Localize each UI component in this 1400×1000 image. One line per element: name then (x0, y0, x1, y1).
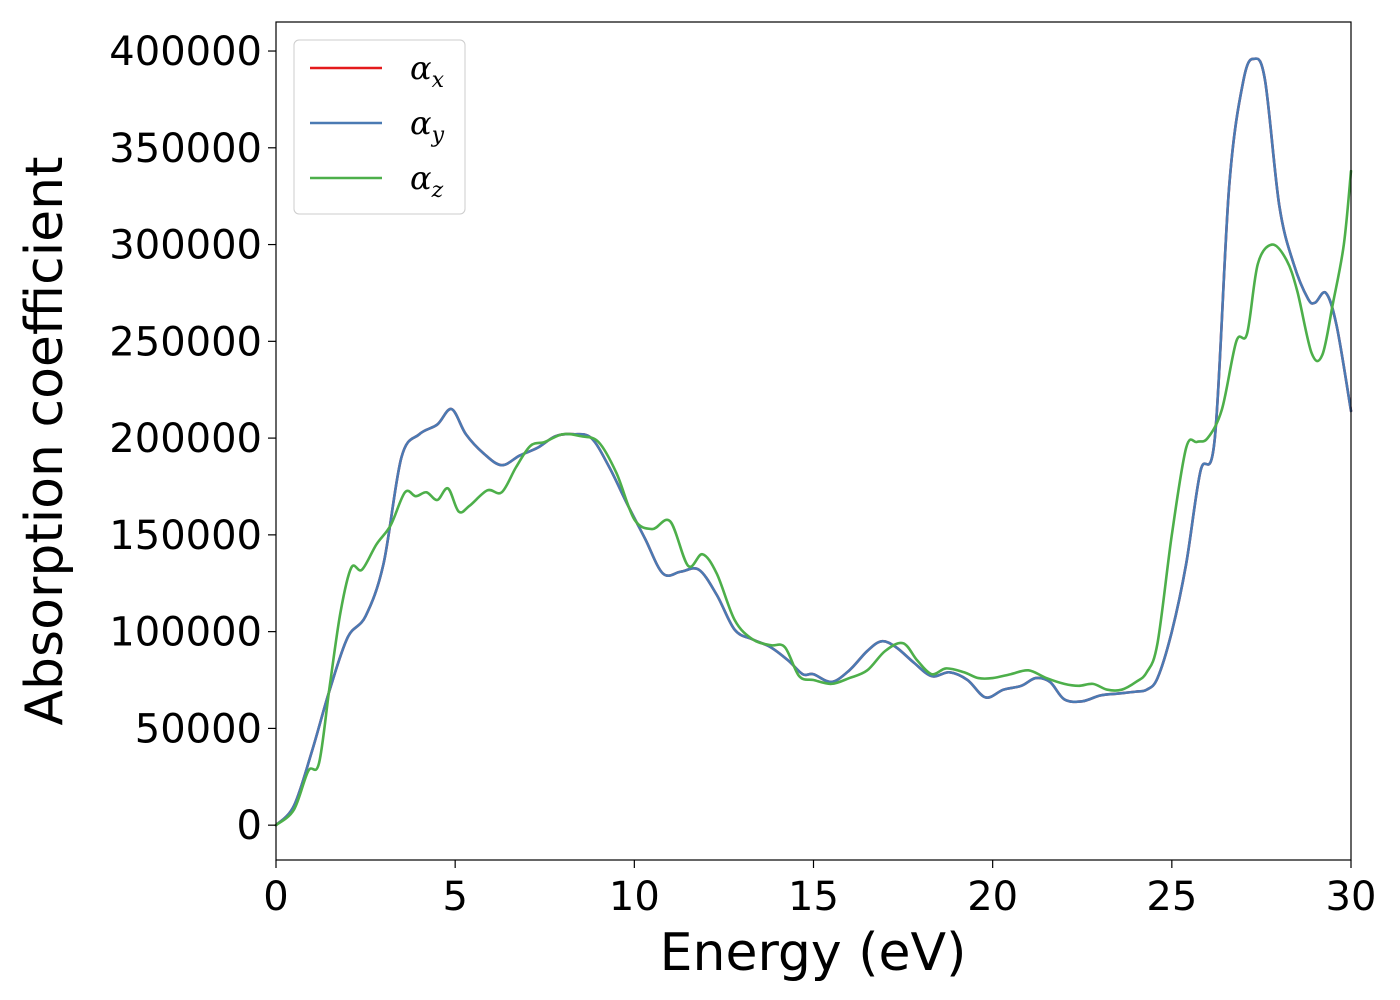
y-tick-label: 0 (237, 803, 262, 849)
y-tick-label: 350000 (109, 126, 262, 172)
y-tick-label: 100000 (109, 610, 262, 656)
y-tick-label: 400000 (109, 29, 262, 75)
x-tick-label: 25 (1146, 874, 1197, 920)
x-axis-ticks: 0 5 10 15 20 25 30 (263, 860, 1376, 920)
y-tick-label: 250000 (109, 319, 262, 365)
x-tick-label: 30 (1326, 874, 1377, 920)
legend-label-y: αy (410, 104, 445, 148)
x-tick-label: 15 (788, 874, 839, 920)
x-tick-label: 10 (609, 874, 660, 920)
x-tick-label: 20 (967, 874, 1018, 920)
legend-label-z: αz (410, 159, 444, 203)
series-line-y (274, 57, 1353, 827)
series-line-z (274, 169, 1353, 827)
series-layer (274, 57, 1353, 827)
y-axis-title: Absorption coefficient (15, 156, 75, 725)
x-tick-label: 5 (442, 874, 467, 920)
legend: αx αy αz (293, 39, 466, 215)
legend-frame (293, 39, 466, 215)
y-axis-ticks: 0 50000 100000 150000 200000 250000 300000 3500… (109, 29, 276, 849)
y-tick-label: 50000 (135, 706, 262, 752)
y-tick-label: 200000 (109, 416, 262, 462)
y-tick-label: 300000 (109, 223, 262, 269)
x-tick-label: 0 (263, 874, 288, 920)
x-axis-title: Energy (eV) (660, 923, 967, 983)
y-tick-label: 150000 (109, 513, 262, 559)
legend-label-x: αx (410, 49, 445, 93)
